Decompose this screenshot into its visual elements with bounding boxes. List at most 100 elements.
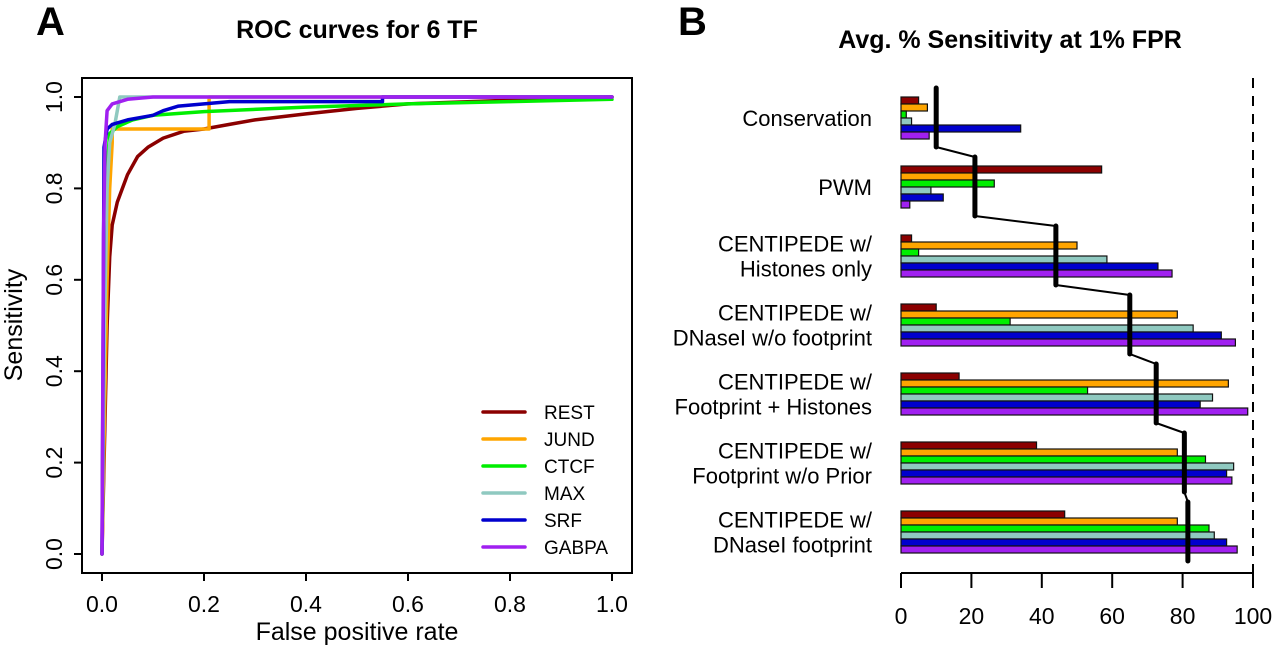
bar-max xyxy=(900,186,932,195)
average-connector xyxy=(1155,422,1185,434)
legend-label-ctcf: CTCF xyxy=(544,457,595,478)
bar-category-label: CENTIPEDE w/ xyxy=(718,232,873,257)
sensitivity-title: Avg. % Sensitivity at 1% FPR xyxy=(838,26,1182,54)
bar-x-tick-label: 20 xyxy=(959,603,985,629)
roc-y-tick-label: 0.2 xyxy=(41,447,67,479)
bar-jund xyxy=(900,379,1229,388)
average-connector xyxy=(1129,353,1157,365)
bar-x-tick-label: 100 xyxy=(1234,603,1272,629)
bar-category-label: Histones only xyxy=(740,257,872,282)
roc-x-tick-label: 0.8 xyxy=(494,591,526,617)
average-connector xyxy=(974,215,1057,227)
bar-x-tick-label: 60 xyxy=(1099,603,1125,629)
bar-category-label: Footprint w/o Prior xyxy=(692,464,872,489)
bar-rest xyxy=(900,303,937,312)
bar-srf xyxy=(900,469,1228,478)
bar-max xyxy=(900,324,1194,333)
legend-label-jund: JUND xyxy=(544,430,595,451)
bar-max xyxy=(900,531,1215,540)
bar-group xyxy=(900,510,1238,554)
bar-jund xyxy=(900,241,1078,250)
bar-gabpa xyxy=(900,545,1238,554)
bar-srf xyxy=(900,331,1222,340)
roc-x-tick-label: 0.0 xyxy=(86,591,118,617)
roc-x-tick-label: 1.0 xyxy=(596,591,628,617)
roc-y-tick-label: 0.0 xyxy=(41,538,67,570)
bar-category-label: Footprint + Histones xyxy=(675,395,872,420)
roc-y-tick-label: 0.4 xyxy=(41,355,67,387)
bar-ctcf xyxy=(900,386,1089,395)
bar-gabpa xyxy=(900,269,1173,278)
bar-category-label: CENTIPEDE w/ xyxy=(718,508,873,533)
roc-curves xyxy=(100,95,614,556)
bar-rest xyxy=(900,234,913,243)
bar-x-axis: 0 20 40 60 80 100 xyxy=(895,572,1272,629)
bar-srf xyxy=(900,193,944,202)
roc-x-axis: 0.0 0.2 0.4 0.6 0.8 1.0 xyxy=(86,573,628,617)
legend-label-gabpa: GABPA xyxy=(544,538,608,559)
roc-x-axis-label: False positive rate xyxy=(256,618,459,646)
legend-label-max: MAX xyxy=(544,484,586,505)
roc-curve-max xyxy=(100,95,614,556)
roc-y-tick-label: 1.0 xyxy=(41,81,67,113)
bar-group xyxy=(900,372,1249,416)
panel-letter-a: A xyxy=(36,0,65,44)
bar-x-tick-label: 0 xyxy=(895,603,908,629)
bar-category-label: CENTIPEDE w/ xyxy=(718,370,873,395)
roc-curve-jund xyxy=(100,95,614,556)
average-connector xyxy=(935,146,976,158)
bar-max xyxy=(900,393,1214,402)
bar-category-label: DNaseI w/o footprint xyxy=(673,326,872,351)
panel-letter-b: B xyxy=(678,0,707,44)
bar-ctcf xyxy=(900,524,1210,533)
bar-group xyxy=(900,234,1173,278)
roc-title: ROC curves for 6 TF xyxy=(236,16,478,44)
bar-group xyxy=(900,303,1236,347)
roc-curve-srf xyxy=(100,95,614,556)
bar-jund xyxy=(900,517,1178,526)
bar-group xyxy=(900,96,1022,140)
bar-ctcf xyxy=(900,455,1207,464)
average-line xyxy=(933,85,1191,564)
roc-y-axis: 0.0 0.2 0.4 0.6 0.8 1.0 xyxy=(41,81,82,570)
bar-group xyxy=(900,441,1235,485)
average-connector xyxy=(1055,284,1130,296)
bar-max xyxy=(900,255,1108,264)
bar-ctcf xyxy=(900,317,1011,326)
roc-curve-ctcf xyxy=(100,97,614,556)
bar-srf xyxy=(900,124,1022,133)
bar-gabpa xyxy=(900,200,911,209)
roc-x-tick-label: 0.6 xyxy=(392,591,424,617)
bar-category-label: CENTIPEDE w/ xyxy=(718,301,873,326)
bar-gabpa xyxy=(900,338,1236,347)
roc-y-axis-label: Sensitivity xyxy=(0,268,28,381)
bar-x-tick-label: 40 xyxy=(1029,603,1055,629)
bar-gabpa xyxy=(900,407,1249,416)
bar-gabpa xyxy=(900,131,930,140)
bar-ctcf xyxy=(900,110,907,119)
bar-rest xyxy=(900,372,960,381)
bar-category-label: DNaseI footprint xyxy=(713,533,872,558)
roc-legend: REST JUND CTCF MAX SRF GABPA xyxy=(481,403,608,559)
bar-jund xyxy=(900,103,928,112)
bar-category-label: CENTIPEDE w/ xyxy=(718,439,873,464)
legend-label-rest: REST xyxy=(544,403,595,424)
bar-ctcf xyxy=(900,248,920,257)
bar-category-label: Conservation xyxy=(742,106,872,131)
roc-y-tick-label: 0.8 xyxy=(41,172,67,204)
bar-max xyxy=(900,117,913,126)
bar-srf xyxy=(900,538,1228,547)
roc-curve-gabpa xyxy=(100,95,614,556)
bar-category-label: PWM xyxy=(818,175,872,200)
roc-x-tick-label: 0.2 xyxy=(188,591,220,617)
bar-rest xyxy=(900,165,1103,174)
bar-jund xyxy=(900,172,974,181)
bar-group xyxy=(900,165,1103,209)
bar-rest xyxy=(900,441,1038,450)
bar-x-tick-label: 80 xyxy=(1170,603,1196,629)
bar-groups xyxy=(900,96,1249,554)
bar-rest xyxy=(900,510,1066,519)
bar-srf xyxy=(900,262,1159,271)
bar-category-labels: Conservation PWM CENTIPEDE w/Histones only… xyxy=(673,106,873,558)
